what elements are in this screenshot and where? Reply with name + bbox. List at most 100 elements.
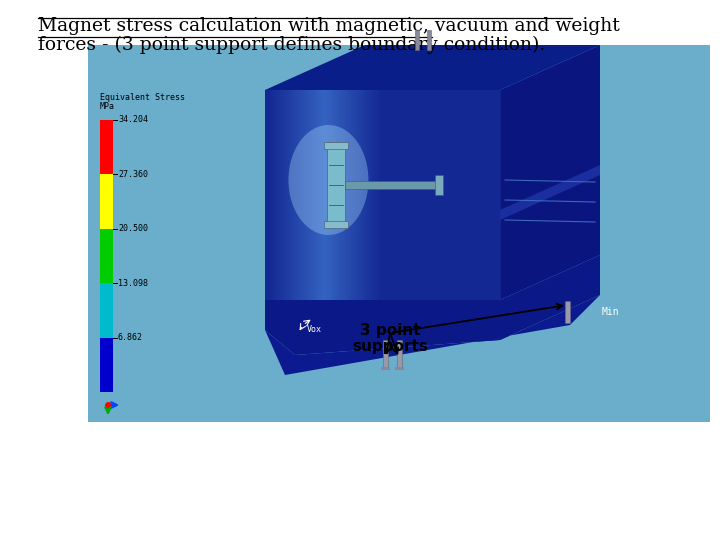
- Bar: [409, 90, 411, 300]
- Text: 27.360: 27.360: [118, 170, 148, 179]
- Bar: [297, 90, 299, 300]
- Bar: [459, 90, 461, 300]
- Bar: [351, 90, 353, 300]
- Polygon shape: [500, 45, 600, 300]
- Bar: [295, 90, 297, 300]
- Bar: [434, 175, 443, 195]
- Bar: [415, 30, 419, 50]
- Bar: [477, 90, 479, 300]
- Bar: [489, 90, 491, 300]
- Bar: [341, 90, 343, 300]
- Bar: [565, 301, 570, 323]
- Bar: [325, 90, 327, 300]
- Bar: [363, 90, 365, 300]
- Bar: [427, 90, 429, 300]
- Bar: [391, 90, 393, 300]
- Bar: [293, 90, 295, 300]
- Bar: [395, 367, 404, 370]
- Text: 6.862: 6.862: [118, 333, 143, 342]
- Text: MPa: MPa: [100, 102, 115, 111]
- Bar: [359, 90, 361, 300]
- Text: Magnet stress calculation with magnetic, vacuum and weight: Magnet stress calculation with magnetic,…: [38, 17, 620, 35]
- Text: 34.204: 34.204: [118, 116, 148, 125]
- Bar: [344, 181, 439, 189]
- Bar: [303, 90, 305, 300]
- Polygon shape: [500, 165, 600, 220]
- Bar: [317, 90, 319, 300]
- Bar: [331, 90, 333, 300]
- Bar: [275, 90, 277, 300]
- Bar: [449, 90, 451, 300]
- Bar: [327, 90, 329, 300]
- Bar: [467, 90, 469, 300]
- Bar: [371, 90, 373, 300]
- Bar: [381, 367, 390, 370]
- Bar: [335, 90, 337, 300]
- Bar: [355, 90, 357, 300]
- Bar: [321, 90, 323, 300]
- Bar: [403, 90, 405, 300]
- Bar: [345, 90, 347, 300]
- Bar: [443, 90, 445, 300]
- Bar: [287, 90, 289, 300]
- Bar: [271, 90, 273, 300]
- Bar: [439, 90, 441, 300]
- Bar: [453, 90, 455, 300]
- Bar: [437, 90, 439, 300]
- Bar: [397, 90, 399, 300]
- Bar: [277, 90, 279, 300]
- Bar: [339, 90, 341, 300]
- Bar: [365, 90, 367, 300]
- Bar: [307, 90, 309, 300]
- Bar: [383, 340, 388, 368]
- Bar: [357, 90, 359, 300]
- Bar: [411, 90, 413, 300]
- Bar: [479, 90, 481, 300]
- Bar: [485, 90, 487, 300]
- Bar: [273, 90, 275, 300]
- Bar: [435, 90, 437, 300]
- Bar: [289, 90, 291, 300]
- Bar: [383, 90, 385, 300]
- Bar: [285, 90, 287, 300]
- Bar: [323, 142, 348, 149]
- Ellipse shape: [289, 125, 369, 235]
- Bar: [100, 229, 113, 283]
- Bar: [481, 90, 483, 300]
- Bar: [447, 90, 449, 300]
- Bar: [326, 142, 344, 227]
- Bar: [413, 90, 415, 300]
- Bar: [373, 90, 375, 300]
- Bar: [305, 90, 307, 300]
- Bar: [323, 221, 348, 228]
- Bar: [347, 90, 349, 300]
- Text: supports: supports: [352, 339, 428, 354]
- Bar: [425, 90, 427, 300]
- Bar: [337, 90, 339, 300]
- Bar: [291, 90, 293, 300]
- Bar: [487, 90, 489, 300]
- Text: Equivalent Stress: Equivalent Stress: [100, 93, 185, 102]
- Bar: [369, 90, 371, 300]
- Bar: [389, 90, 391, 300]
- Text: Vox: Vox: [307, 325, 322, 334]
- Bar: [385, 90, 387, 300]
- Bar: [471, 90, 473, 300]
- Bar: [499, 90, 501, 300]
- Bar: [387, 90, 389, 300]
- Bar: [441, 90, 443, 300]
- Bar: [433, 90, 435, 300]
- Bar: [265, 90, 267, 300]
- Bar: [475, 90, 477, 300]
- Bar: [349, 90, 351, 300]
- Polygon shape: [265, 45, 600, 90]
- Bar: [493, 90, 495, 300]
- Bar: [457, 90, 459, 300]
- Bar: [283, 90, 285, 300]
- Bar: [415, 90, 417, 300]
- Bar: [405, 90, 407, 300]
- Bar: [399, 90, 401, 300]
- Text: 3 point: 3 point: [360, 323, 420, 338]
- Bar: [100, 174, 113, 229]
- Polygon shape: [265, 255, 600, 355]
